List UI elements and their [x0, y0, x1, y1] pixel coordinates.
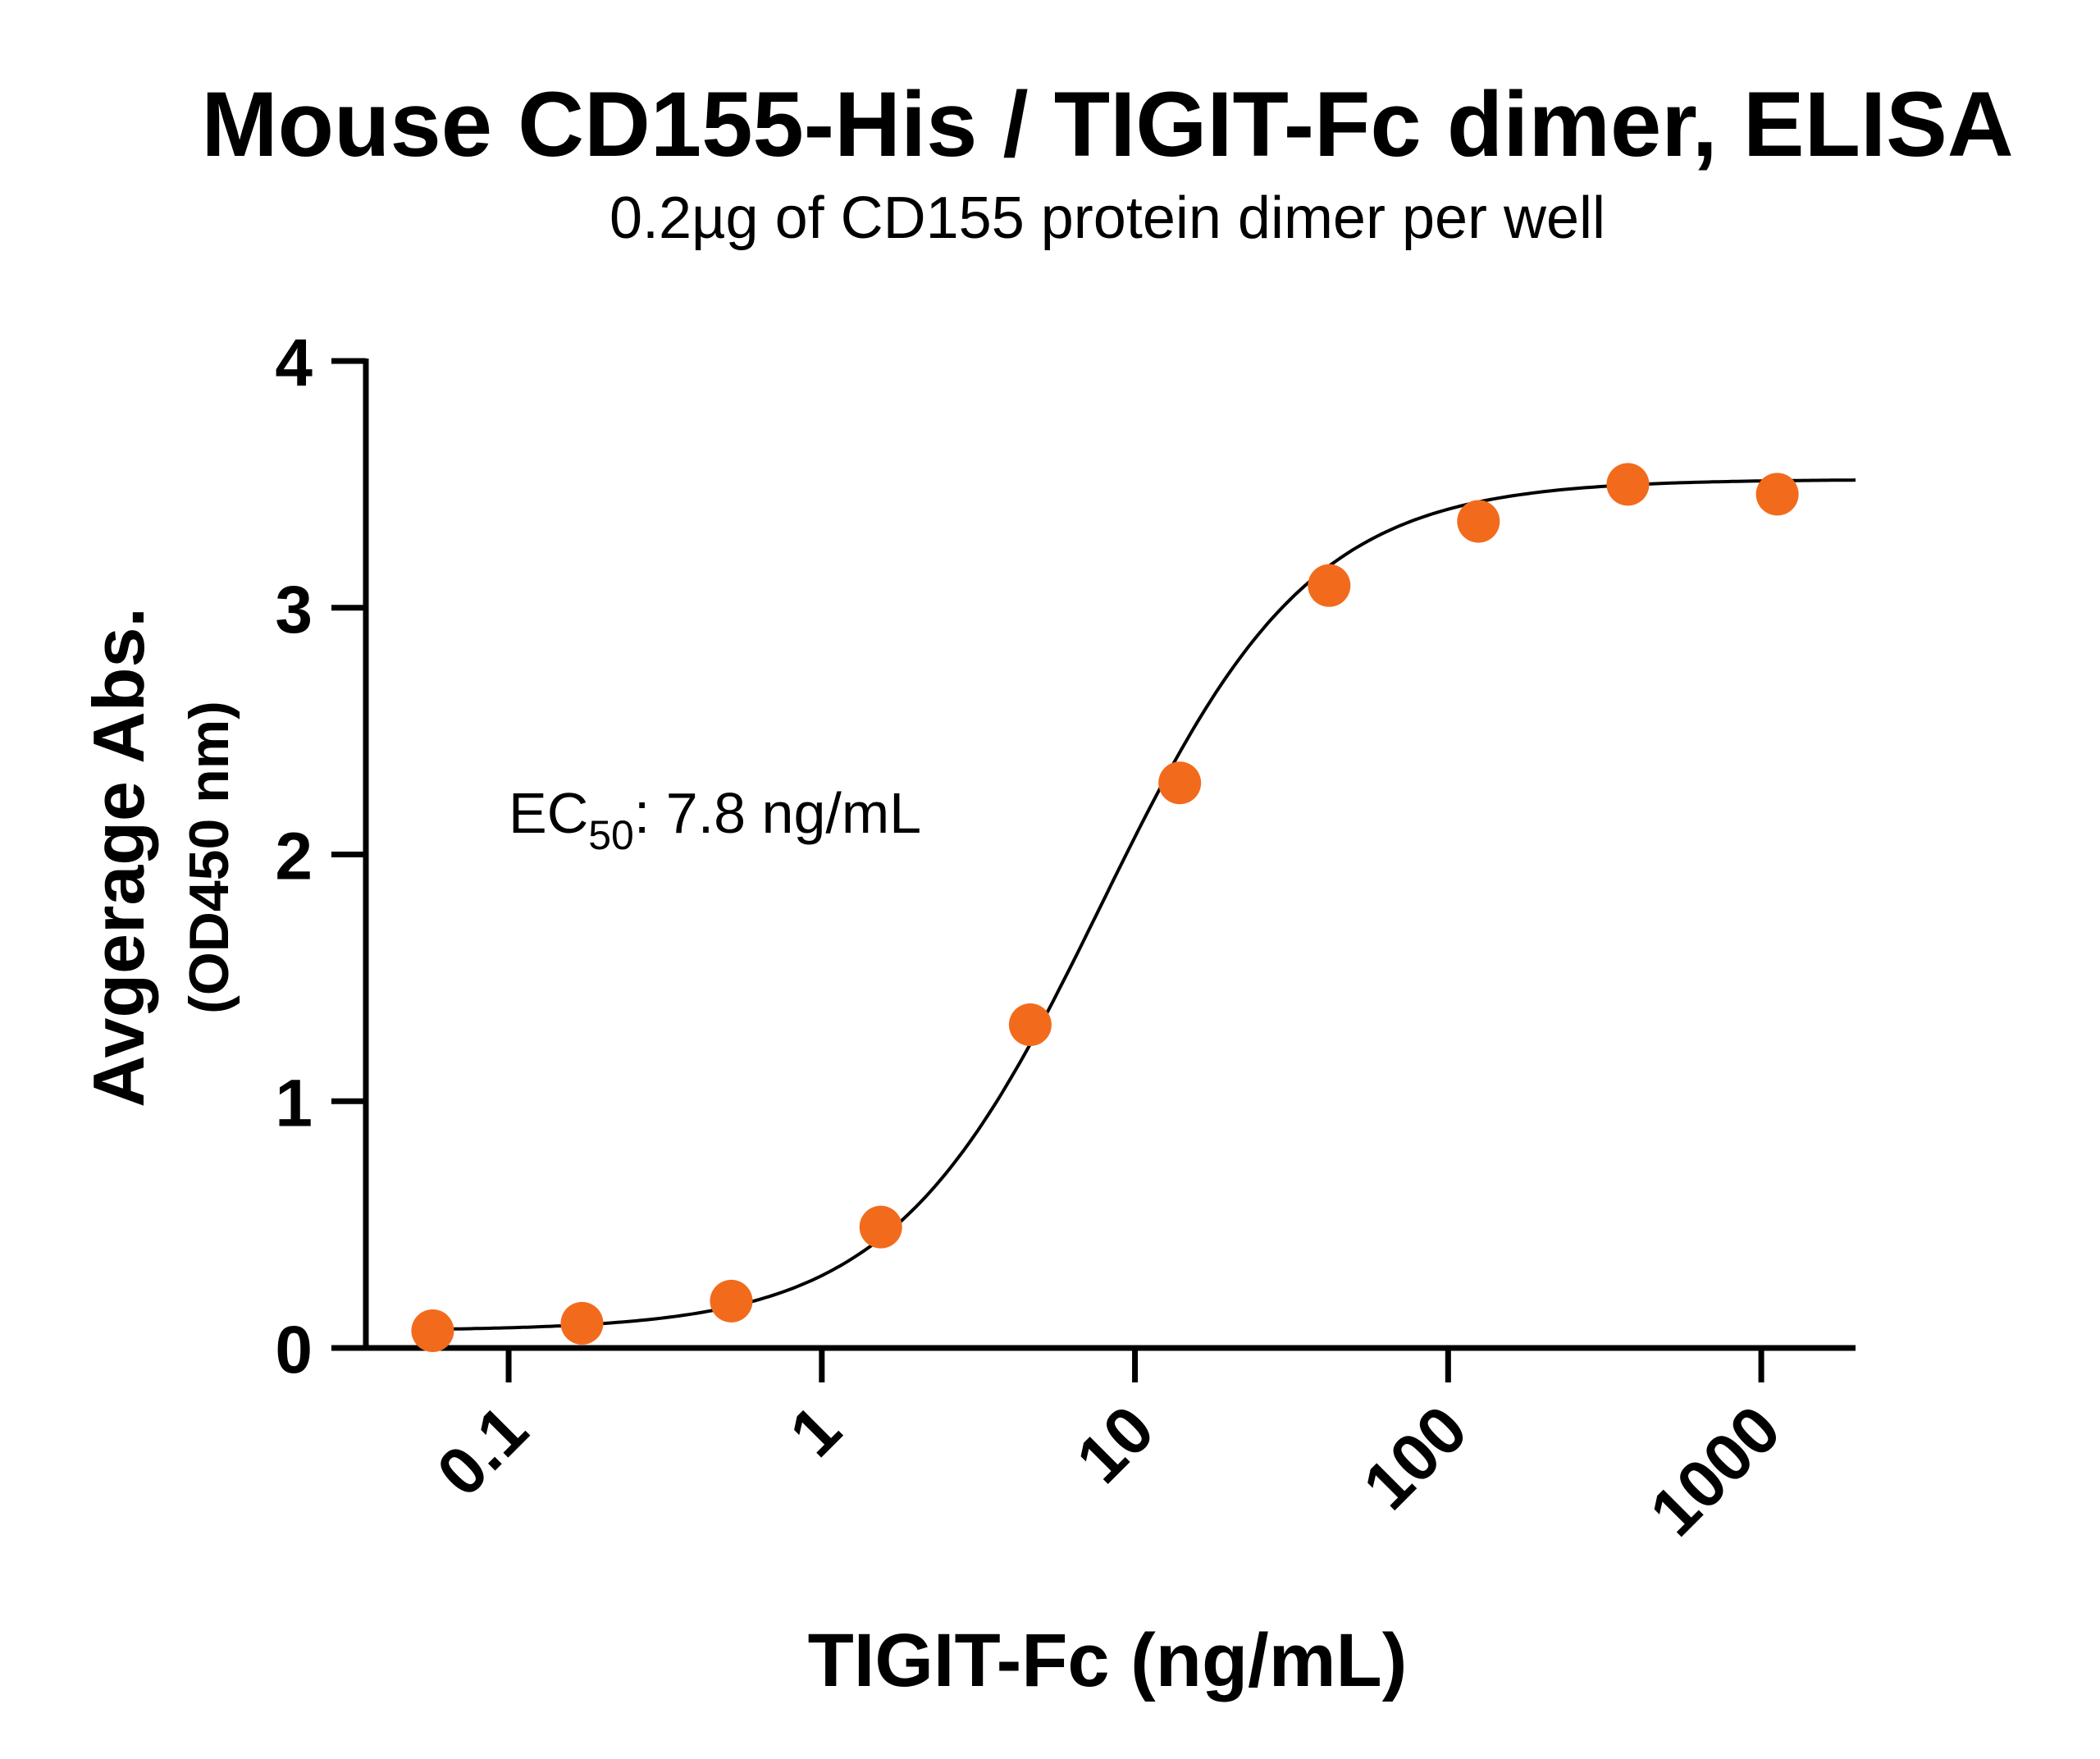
y-tick-label: 3 — [275, 573, 313, 647]
data-point — [710, 1279, 753, 1323]
x-tick-label: 1 — [776, 1391, 856, 1471]
data-points — [411, 463, 1799, 1352]
data-point — [1008, 1003, 1052, 1047]
data-point — [1457, 500, 1500, 543]
data-point — [1308, 564, 1351, 607]
y-tick-label: 2 — [275, 820, 313, 894]
x-tick-label: 100 — [1349, 1391, 1481, 1524]
x-tick-label: 1000 — [1636, 1391, 1794, 1550]
x-tick-label: 10 — [1062, 1391, 1168, 1497]
ec50-subscript: 50 — [588, 812, 634, 858]
ec50-annotation: EC50: 7.8 ng/mL — [509, 781, 921, 858]
x-tick-label: 0.1 — [423, 1391, 542, 1510]
data-point — [411, 1309, 454, 1352]
x-axis-label: TIGIT-Fc (ng/mL) — [808, 1619, 1408, 1702]
ec50-suffix: : 7.8 ng/mL — [634, 781, 921, 845]
axes: 0 1 2 3 4 0.1 1 10 100 1000 — [275, 326, 1856, 1551]
y-tick-label: 0 — [275, 1313, 313, 1387]
data-point — [859, 1205, 902, 1249]
data-point — [1606, 463, 1650, 506]
fit-curve-layer — [432, 478, 1856, 1332]
y-tick-label: 1 — [275, 1066, 313, 1140]
chart-title: Mouse CD155-His / TIGIT-Fc dimer, ELISA — [201, 73, 2013, 176]
chart-subtitle: 0.2µg of CD155 protein dimer per well — [609, 185, 1605, 251]
data-point — [560, 1301, 604, 1345]
ec50-prefix: EC — [509, 781, 588, 845]
y-axis-label-unit: (OD450 nm) — [178, 701, 240, 1014]
y-tick-label: 4 — [275, 326, 313, 400]
y-axis-label: Avgerage Abs. — [78, 607, 159, 1108]
data-point — [1158, 761, 1202, 805]
data-point — [1755, 473, 1799, 516]
fit-curve — [432, 478, 1856, 1332]
